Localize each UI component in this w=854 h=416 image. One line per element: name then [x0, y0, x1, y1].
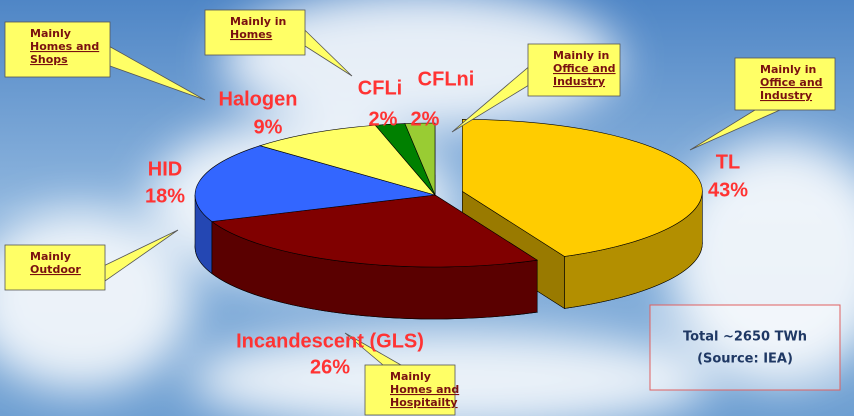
- value-label: 26%: [310, 356, 350, 378]
- value-label: 2%: [411, 108, 440, 130]
- callout-text: Homes and: [30, 40, 99, 53]
- callout-fill: [6, 264, 8, 282]
- callout-text: Shops: [30, 53, 68, 66]
- callout-fill: [529, 66, 531, 86]
- callout-text: Homes and: [390, 383, 459, 396]
- value-label: 43%: [708, 179, 748, 201]
- callout-text: Mainly in: [553, 49, 609, 62]
- callout-text: Homes: [230, 28, 273, 41]
- callout-text: Mainly: [30, 27, 71, 40]
- category-label: HID: [148, 158, 182, 180]
- callout-text: Mainly in: [760, 63, 816, 76]
- category-label: CFLi: [358, 77, 402, 99]
- category-label: Halogen: [219, 88, 298, 110]
- category-label: CFLni: [418, 68, 475, 90]
- callout-fill: [366, 387, 368, 407]
- callout-text: Mainly: [30, 250, 71, 263]
- callout-text: Outdoor: [30, 263, 81, 276]
- callout-text: Office and: [760, 76, 823, 89]
- category-label: Incandescent (GLS): [236, 330, 424, 352]
- value-label: 9%: [254, 116, 283, 138]
- callout-text: Hospitailty: [390, 396, 458, 409]
- value-label: 2%: [369, 108, 398, 130]
- category-label: TL: [716, 151, 740, 173]
- callout-text: Mainly in: [230, 15, 286, 28]
- text-box-line: (Source: IEA): [697, 352, 793, 367]
- callout-text: Industry: [760, 89, 812, 102]
- callout-text: Industry: [553, 75, 605, 88]
- value-label: 18%: [145, 185, 185, 207]
- callout-fill: [736, 80, 738, 100]
- callout-fill: [6, 46, 8, 67]
- text-box-line: Total ~2650 TWh: [683, 330, 807, 345]
- callout-text: Office and: [553, 62, 616, 75]
- callout-text: Mainly: [390, 370, 431, 383]
- text-box: [650, 305, 840, 390]
- callout-fill: [206, 29, 208, 47]
- chart: MainlyHomes andShopsMainly inHomesMainly…: [0, 0, 854, 416]
